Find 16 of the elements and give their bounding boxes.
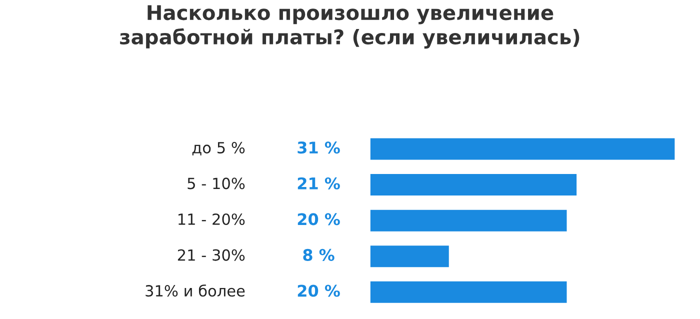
data-label: 8 % — [303, 248, 334, 262]
data-label: 20 % — [298, 213, 340, 226]
chart-title: Насколько произошло увеличение заработной платы? (если увеличилась) — [120, 5, 580, 49]
bar — [370, 246, 449, 268]
y-tick-label: 21 - 30% — [178, 249, 245, 261]
y-tick-label: 11 - 20% — [178, 213, 245, 226]
bar — [370, 174, 577, 196]
y-tick-label: до 5 % — [192, 142, 245, 156]
y-tick-label: 31% и более — [146, 284, 245, 297]
y-tick-label: 5 - 10% — [188, 178, 245, 190]
bar — [370, 210, 567, 232]
bar — [370, 281, 567, 303]
data-label: 20 % — [298, 284, 340, 297]
bar — [370, 138, 675, 160]
data-label: 21 % — [298, 177, 340, 190]
data-label: 31 % — [298, 142, 340, 154]
